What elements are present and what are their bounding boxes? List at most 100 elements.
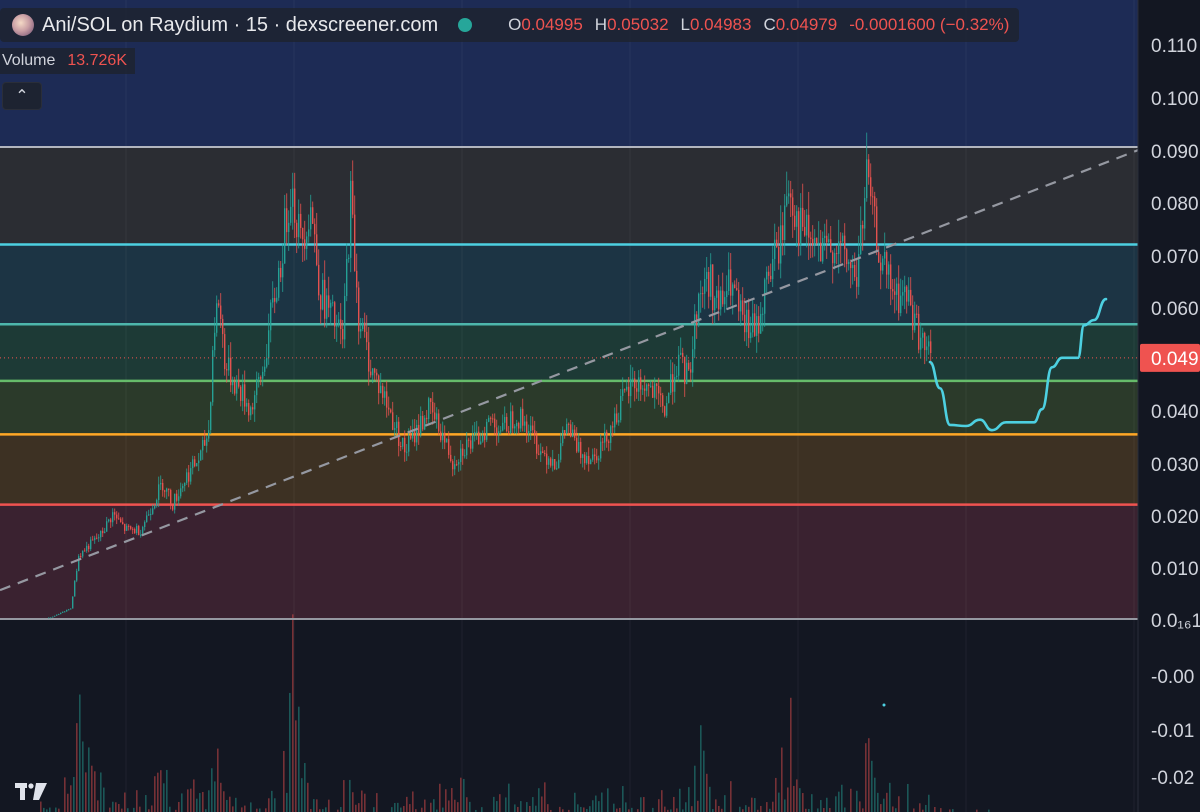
- candle-body: [532, 425, 534, 431]
- candle-body: [52, 616, 54, 618]
- candle-body: [290, 206, 292, 223]
- candle-body: [912, 305, 914, 331]
- volume-bar: [214, 781, 216, 812]
- candle-body: [372, 368, 374, 376]
- candle-body: [714, 297, 716, 311]
- candle-body: [694, 314, 696, 350]
- candle-body: [64, 611, 66, 613]
- volume-bar: [244, 805, 246, 812]
- candle-body: [726, 290, 728, 298]
- candle-body: [412, 429, 414, 439]
- candle-body: [398, 421, 400, 447]
- volume-bar: [508, 783, 510, 812]
- tradingview-logo-icon[interactable]: [14, 780, 48, 802]
- candle-body: [478, 431, 480, 445]
- candle-body: [624, 389, 626, 391]
- volume-bar: [496, 801, 498, 812]
- candle-body: [506, 416, 508, 432]
- candle-body: [730, 269, 732, 296]
- candle-body: [212, 350, 214, 403]
- volume-bar: [589, 806, 591, 812]
- volume-bar: [760, 805, 762, 812]
- candle-body: [468, 439, 470, 441]
- candle-body: [790, 193, 792, 198]
- candle-body: [178, 496, 180, 501]
- chevron-up-icon: ⌃: [15, 88, 29, 105]
- candle-body: [470, 440, 472, 449]
- volume-bar: [439, 783, 441, 812]
- candle-body: [626, 386, 628, 390]
- candle-body: [218, 303, 220, 306]
- collapse-legend-button[interactable]: ⌃: [2, 82, 42, 110]
- candle-body: [488, 417, 490, 422]
- high-value: 0.05032: [607, 15, 669, 34]
- candle-body: [54, 615, 56, 617]
- candle-body: [900, 295, 902, 314]
- volume-bar: [112, 801, 114, 812]
- volume-bar: [559, 806, 561, 812]
- candle-body: [304, 239, 306, 249]
- candle-body: [920, 337, 922, 350]
- candle-body: [298, 213, 300, 238]
- candle-body: [496, 427, 498, 435]
- candle-body: [634, 378, 636, 389]
- candle-body: [686, 362, 688, 385]
- volume-bar: [316, 799, 318, 812]
- candle-body: [226, 369, 228, 371]
- candle-body: [738, 289, 740, 312]
- volume-bar: [199, 793, 201, 812]
- candle-body: [550, 458, 552, 466]
- candle-body: [744, 314, 746, 333]
- candle-body: [416, 424, 418, 443]
- candle-body: [444, 432, 446, 443]
- zone-band: [0, 244, 1138, 325]
- candle-body: [536, 435, 538, 454]
- candle-body: [100, 530, 102, 538]
- volume-bar: [76, 723, 78, 812]
- volume-bar: [829, 808, 831, 812]
- candle-body: [716, 290, 718, 298]
- volume-bar: [70, 785, 72, 812]
- candle-body: [148, 514, 150, 516]
- volume-bar: [739, 806, 741, 812]
- candle-body: [150, 513, 152, 515]
- candle-body: [410, 436, 412, 439]
- candle-body: [458, 462, 460, 465]
- volume-axis-label: -0.00: [1151, 667, 1194, 688]
- candle-body: [332, 302, 334, 304]
- candle-body: [204, 440, 206, 446]
- candle-body: [284, 208, 286, 264]
- candle-body: [764, 279, 766, 314]
- volume-bar: [133, 807, 135, 812]
- volume-bar: [193, 779, 195, 812]
- candle-body: [910, 289, 912, 306]
- volume-bar: [883, 798, 885, 812]
- high-label: H: [594, 15, 608, 34]
- candle-body: [308, 229, 310, 237]
- candle-body: [662, 395, 664, 407]
- candle-body: [296, 222, 298, 238]
- candle-body: [278, 267, 280, 298]
- volume-bar: [163, 783, 165, 812]
- candle-body: [248, 402, 250, 416]
- candle-body: [504, 416, 506, 423]
- volume-bar: [301, 778, 303, 812]
- candle-body: [474, 432, 476, 435]
- candle-body: [272, 298, 274, 303]
- volume-bar: [835, 796, 837, 812]
- candle-body: [918, 313, 920, 350]
- volume-bar: [622, 786, 624, 812]
- volume-bar: [469, 801, 471, 812]
- candle-body: [672, 374, 674, 392]
- candle-body: [370, 371, 372, 376]
- candle-body: [746, 309, 748, 333]
- candle-body: [578, 441, 580, 452]
- volume-bar: [526, 802, 528, 812]
- candle-body: [430, 398, 432, 402]
- candle-body: [490, 417, 492, 419]
- candle-body: [366, 331, 368, 343]
- candle-body: [800, 207, 802, 246]
- candle-body: [418, 424, 420, 435]
